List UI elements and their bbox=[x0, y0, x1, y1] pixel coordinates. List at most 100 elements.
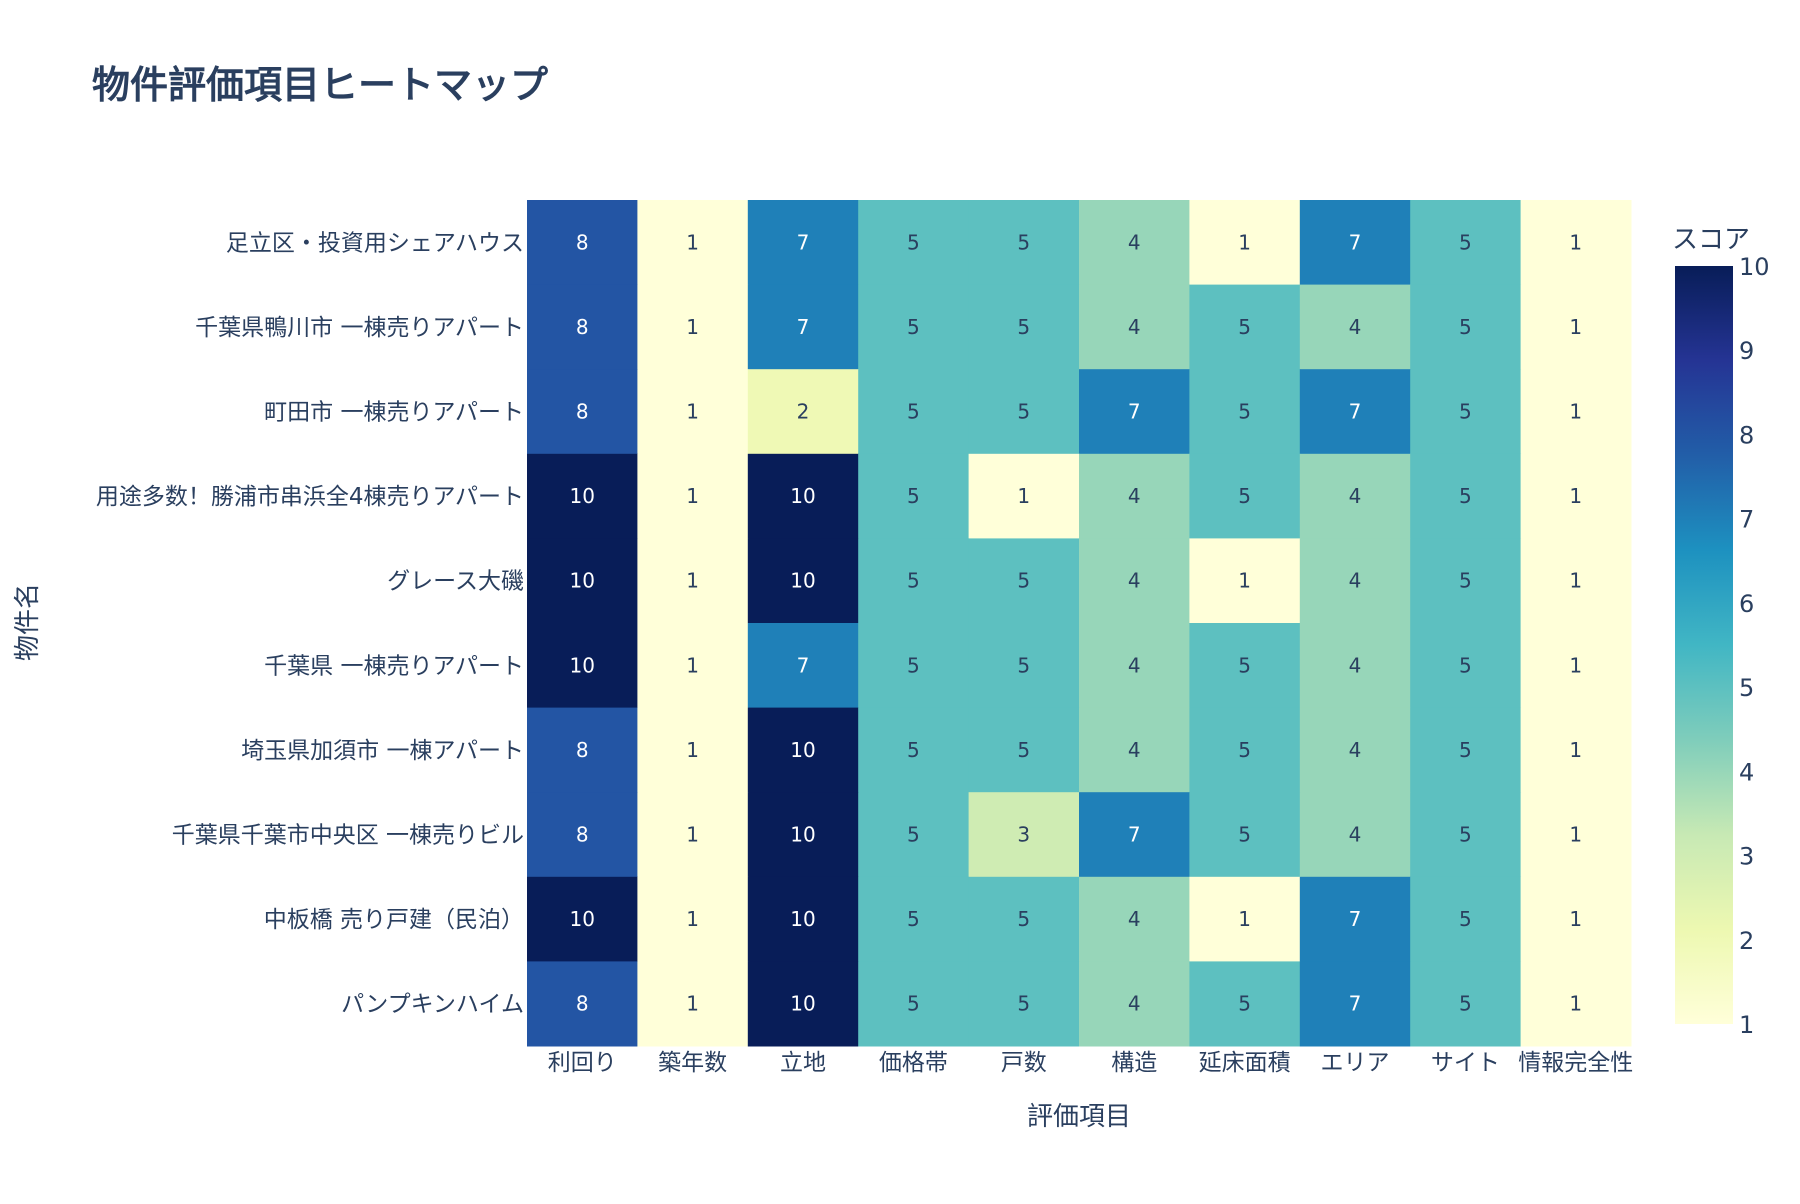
cell-value-label: 10 bbox=[569, 907, 594, 931]
cell-value-label: 2 bbox=[797, 400, 810, 424]
cell-value-label: 1 bbox=[1569, 738, 1582, 762]
heatmap-cell bbox=[527, 200, 638, 286]
x-tick-label: 延床面積 bbox=[1199, 1050, 1291, 1076]
cell-value-label: 5 bbox=[1238, 400, 1251, 424]
heatmap-cell bbox=[1520, 453, 1632, 539]
colorbar: スコア 1 2 3 4 5 6 7 8 9 10 bbox=[1672, 225, 1770, 1039]
cell-value-label: 10 bbox=[790, 907, 815, 931]
x-tick-label: 戸数 bbox=[1001, 1050, 1047, 1076]
cell-value-label: 4 bbox=[1128, 738, 1141, 762]
cell-value-label: 10 bbox=[569, 569, 594, 593]
heatmap-cell bbox=[968, 538, 1080, 624]
heatmap-cell bbox=[858, 876, 970, 962]
heatmap-cell bbox=[1079, 453, 1190, 539]
heatmap-cell bbox=[968, 792, 1080, 878]
heatmap-cell bbox=[858, 200, 970, 286]
heatmap-cell bbox=[637, 792, 749, 878]
heatmap-cell bbox=[1189, 707, 1301, 793]
cell-value-label: 7 bbox=[1349, 992, 1362, 1016]
cell-value-label: 5 bbox=[907, 738, 920, 762]
cell-value-label: 4 bbox=[1349, 569, 1362, 593]
heatmap-cell bbox=[1410, 623, 1522, 709]
cell-value-label: 4 bbox=[1128, 315, 1141, 339]
cell-value-label: 1 bbox=[1238, 230, 1251, 254]
heatmap-cell bbox=[858, 961, 970, 1047]
heatmap-cell bbox=[637, 453, 749, 539]
cell-value-label: 7 bbox=[1128, 400, 1141, 424]
heatmap-cell bbox=[1520, 792, 1632, 878]
cell-value-label: 1 bbox=[686, 484, 699, 508]
heatmap-cell bbox=[1410, 876, 1522, 962]
cell-value-label: 5 bbox=[1459, 907, 1472, 931]
cell-value-label: 1 bbox=[1569, 569, 1582, 593]
cell-value-label: 1 bbox=[686, 569, 699, 593]
heatmap-cell bbox=[1189, 538, 1301, 624]
cell-value-label: 1 bbox=[1569, 653, 1582, 677]
cell-value-label: 4 bbox=[1349, 653, 1362, 677]
y-tick-label: グレース大磯 bbox=[387, 569, 524, 595]
colorbar-tick-label: 3 bbox=[1739, 843, 1754, 871]
heatmap-cell bbox=[1410, 200, 1522, 286]
heatmap-cell bbox=[1520, 200, 1632, 286]
cell-value-label: 5 bbox=[907, 484, 920, 508]
heatmap-cell bbox=[637, 623, 749, 709]
cell-value-label: 1 bbox=[1238, 569, 1251, 593]
heatmap-cell bbox=[858, 369, 970, 455]
heatmap-cell bbox=[1079, 200, 1190, 286]
x-tick-label: 立地 bbox=[780, 1050, 826, 1076]
y-tick-label: 中板橋 売り戸建（民泊） bbox=[264, 907, 524, 933]
heatmap-cell bbox=[637, 369, 749, 455]
cell-value-label: 5 bbox=[1238, 823, 1251, 847]
cell-value-label: 5 bbox=[1459, 230, 1472, 254]
heatmap-cell bbox=[1189, 453, 1301, 539]
x-tick-label: 情報完全性 bbox=[1518, 1050, 1633, 1076]
cell-value-label: 1 bbox=[1569, 400, 1582, 424]
cell-value-label: 5 bbox=[1459, 484, 1472, 508]
heatmap-cell bbox=[637, 284, 749, 370]
cell-value-label: 1 bbox=[686, 823, 699, 847]
cell-value-label: 5 bbox=[1459, 738, 1472, 762]
cell-value-label: 1 bbox=[686, 992, 699, 1016]
colorbar-tick-labels: 1 2 3 4 5 6 7 8 9 10 bbox=[1739, 253, 1770, 1039]
heatmap-cell bbox=[1299, 792, 1411, 878]
heatmap-cell bbox=[1410, 284, 1522, 370]
heatmap-cell bbox=[1299, 961, 1411, 1047]
heatmap-cell bbox=[527, 538, 638, 624]
cell-value-label: 5 bbox=[907, 569, 920, 593]
heatmap-cell bbox=[747, 792, 859, 878]
y-tick-label: 足立区・投資用シェアハウス bbox=[226, 230, 524, 256]
cell-value-label: 8 bbox=[576, 992, 589, 1016]
heatmap-cell bbox=[747, 623, 859, 709]
heatmap-cell bbox=[527, 876, 638, 962]
y-tick-label: 千葉県 一棟売りアパート bbox=[264, 653, 524, 679]
cell-value-label: 5 bbox=[1459, 315, 1472, 339]
heatmap-cell bbox=[747, 876, 859, 962]
heatmap-cell bbox=[1189, 623, 1301, 709]
cell-value-label: 1 bbox=[1238, 907, 1251, 931]
cell-value-label: 5 bbox=[907, 823, 920, 847]
colorbar-tick-label: 4 bbox=[1739, 758, 1754, 786]
heatmap-cell bbox=[1410, 538, 1522, 624]
heatmap-cell bbox=[1079, 961, 1190, 1047]
x-tick-label: 構造 bbox=[1111, 1050, 1157, 1076]
heatmap-cell bbox=[968, 876, 1080, 962]
cell-value-label: 10 bbox=[790, 484, 815, 508]
heatmap-cell bbox=[747, 200, 859, 286]
heatmap-cell bbox=[968, 284, 1080, 370]
cell-value-label: 3 bbox=[1017, 823, 1030, 847]
heatmap-cell bbox=[1189, 200, 1301, 286]
cell-value-label: 5 bbox=[907, 230, 920, 254]
heatmap-cell bbox=[1410, 707, 1522, 793]
cell-value-label: 7 bbox=[1349, 907, 1362, 931]
heatmap-cell bbox=[527, 707, 638, 793]
cell-value-label: 10 bbox=[790, 992, 815, 1016]
heatmap-cell bbox=[1189, 876, 1301, 962]
y-axis-title: 物件名 bbox=[13, 583, 43, 661]
cell-value-label: 5 bbox=[1017, 907, 1030, 931]
heatmap-cell bbox=[637, 200, 749, 286]
cell-value-label: 4 bbox=[1128, 653, 1141, 677]
colorbar-tick-label: 6 bbox=[1739, 590, 1754, 618]
colorbar-title: スコア bbox=[1672, 225, 1750, 255]
heatmap-cell bbox=[968, 961, 1080, 1047]
